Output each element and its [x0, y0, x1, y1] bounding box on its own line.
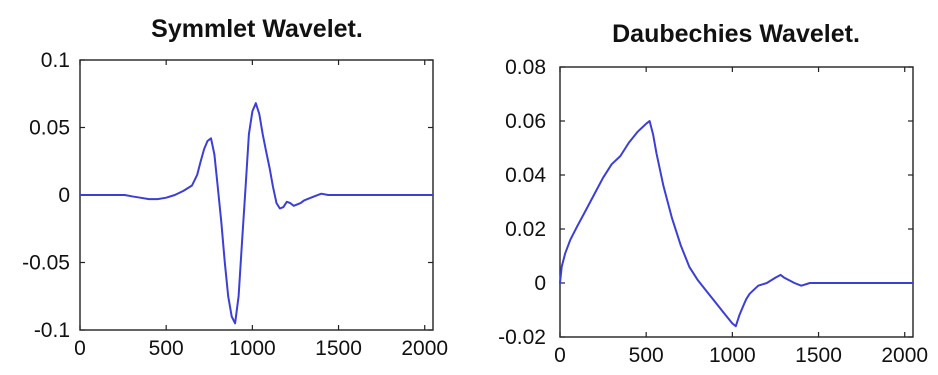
x-tick-label: 0 [74, 337, 86, 360]
x-tick-label: 1500 [795, 344, 842, 367]
symmlet-chart: Symmlet Wavelet. 0.10.050-0.05-0.10 500 10… [22, 15, 448, 360]
y-tick-label: 0 [58, 184, 70, 207]
x-tick-label: 500 [629, 344, 664, 367]
x-tick-label: 500 [149, 337, 184, 360]
y-tick-label: -0.1 [34, 319, 70, 342]
y-tick-label: 0 [534, 272, 546, 295]
wavelet-line [559, 120, 914, 328]
chart-title: Daubechies Wavelet. [612, 20, 860, 48]
y-tick-label: 0.06 [505, 110, 546, 133]
daubechies-chart: Daubechies Wavelet. 0.08 0.06 0.04 0.02 0 -0.… [498, 20, 928, 367]
x-tick-label: 1500 [315, 337, 362, 360]
x-tick-label: 2000 [881, 344, 928, 367]
y-tick-label: -0.05 [22, 252, 70, 275]
wavelet-line [79, 102, 434, 325]
y-tick-label: -0.02 [498, 326, 546, 349]
y-tick-label: 0.02 [505, 218, 546, 241]
x-tick-label: 1000 [229, 337, 276, 360]
x-tick-label: 2000 [401, 337, 448, 360]
plot-area [559, 66, 914, 338]
y-tick-label: 0.1 [41, 49, 70, 72]
x-tick-label: 1000 [709, 344, 756, 367]
y-tick-label: 0.04 [505, 164, 546, 187]
x-tick-label: 0 [554, 344, 566, 367]
y-tick-label: 0.05 [29, 117, 70, 140]
y-tick-label: 0.08 [505, 56, 546, 79]
chart-title: Symmlet Wavelet. [151, 15, 363, 43]
